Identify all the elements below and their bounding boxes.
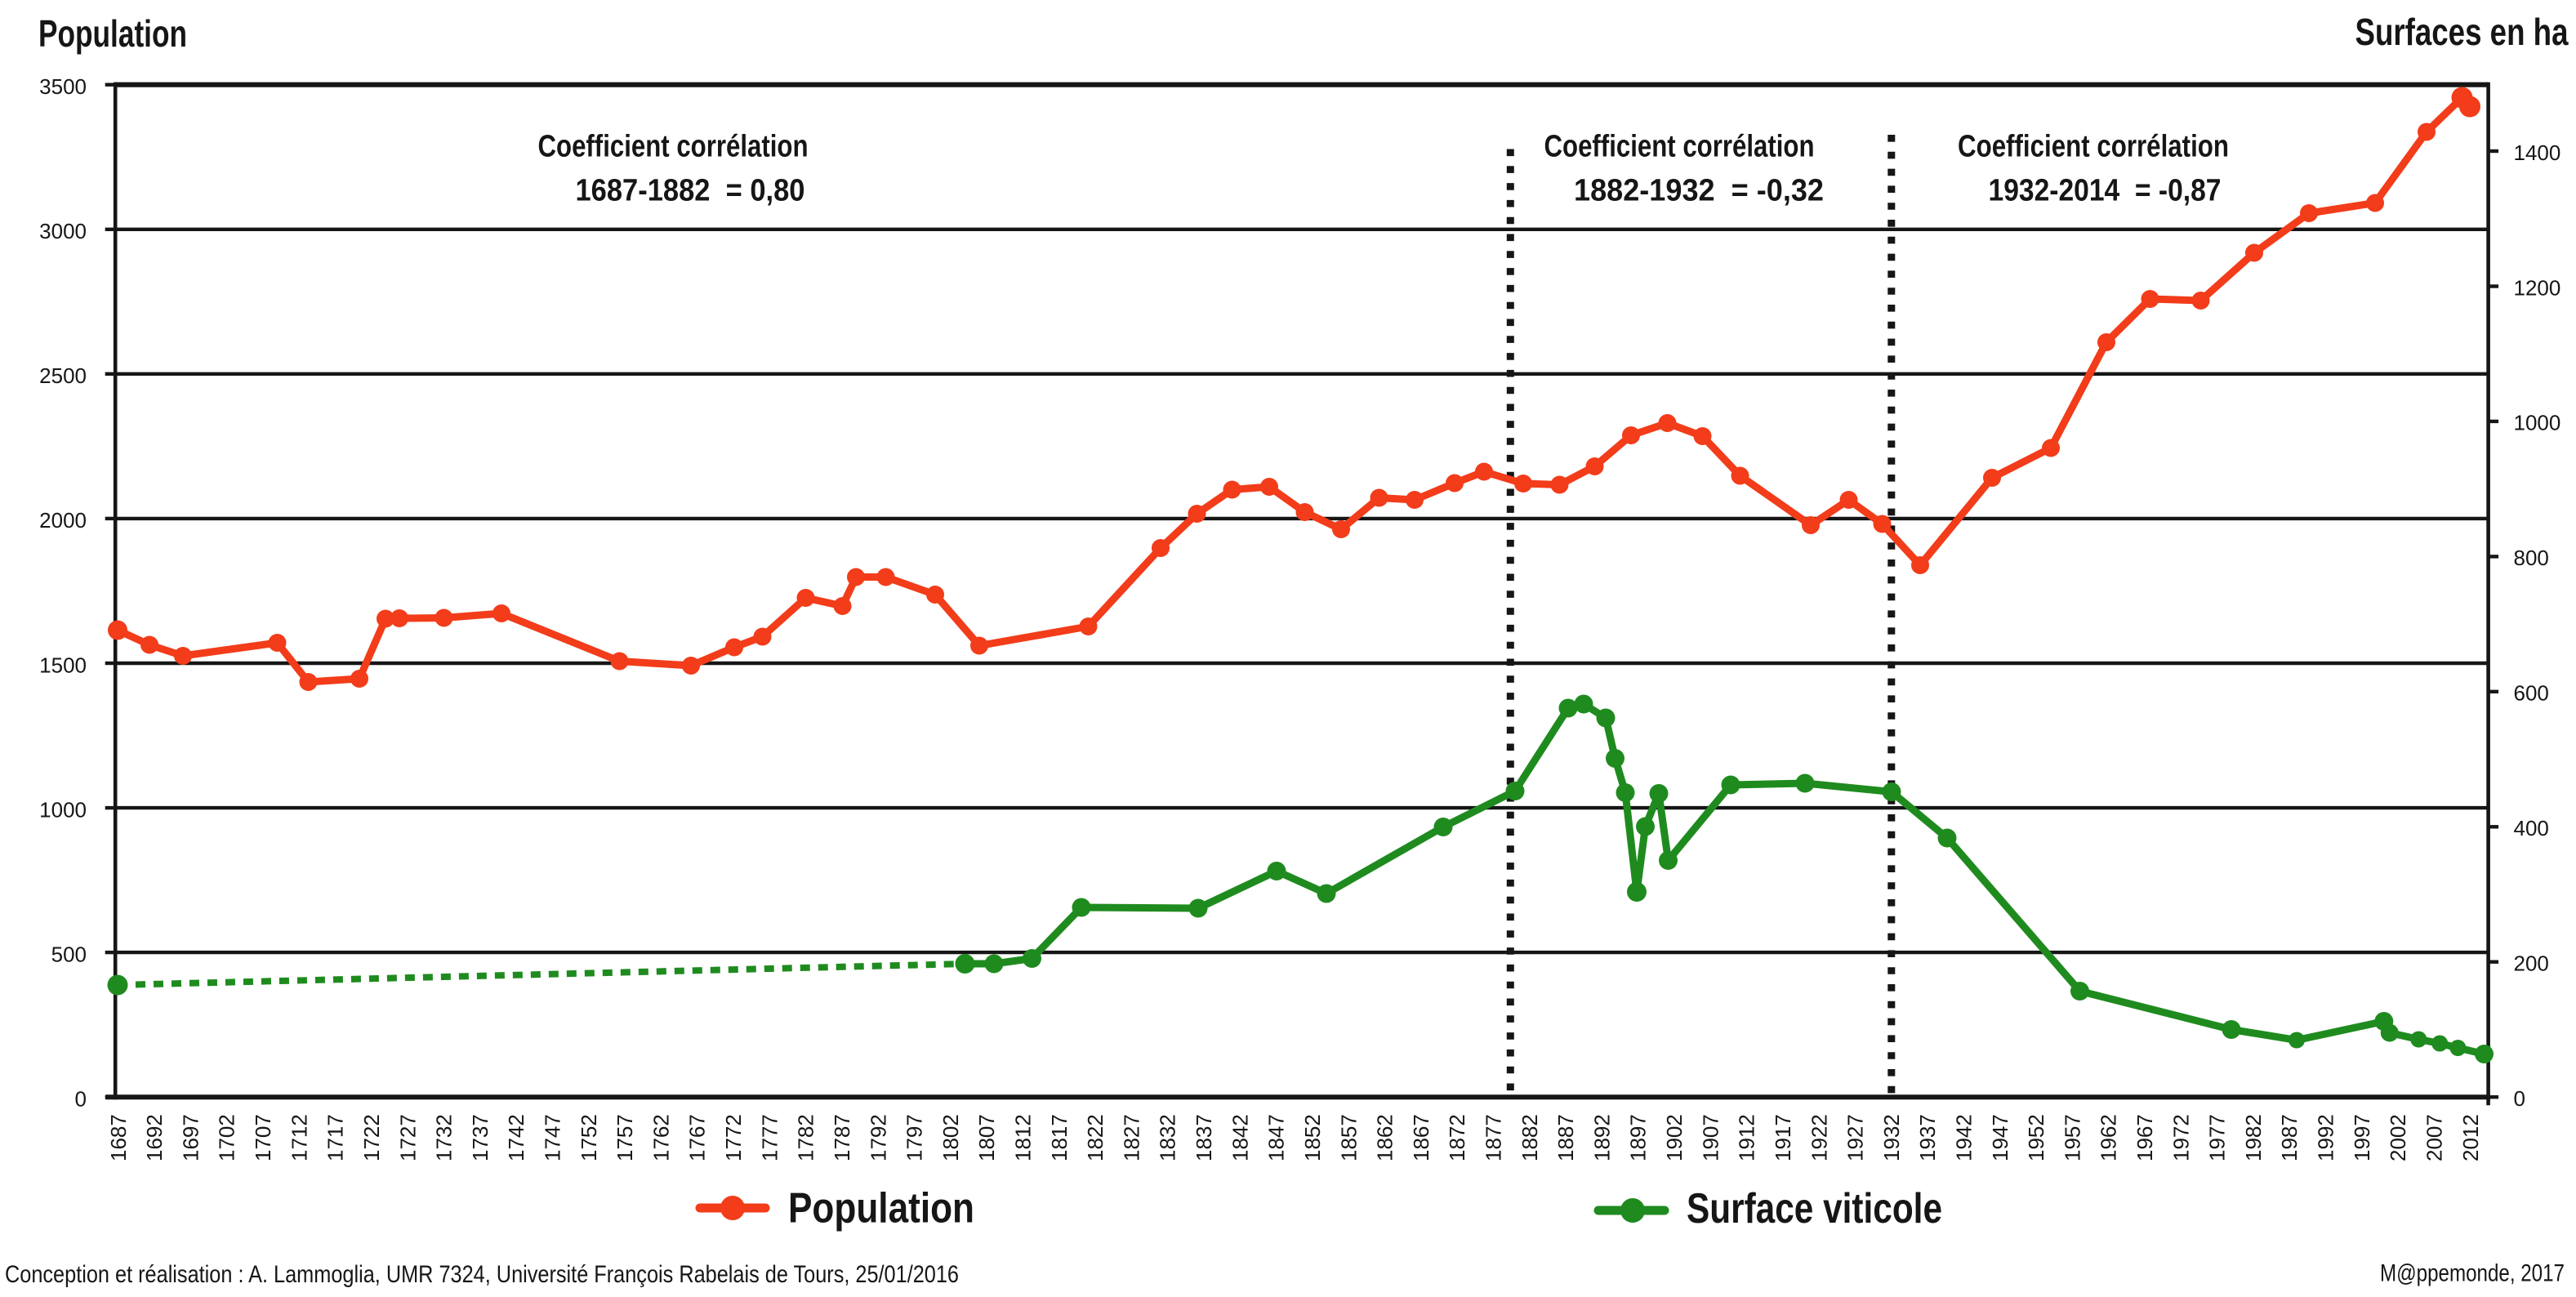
svg-text:1887: 1887 (1553, 1114, 1578, 1161)
svg-text:1732: 1732 (432, 1114, 457, 1161)
svg-text:1962: 1962 (2097, 1114, 2121, 1161)
svg-text:1987: 1987 (2277, 1114, 2302, 1161)
svg-text:1842: 1842 (1228, 1114, 1252, 1161)
svg-text:1862: 1862 (1373, 1114, 1397, 1161)
svg-text:1902: 1902 (1662, 1114, 1687, 1161)
svg-text:1737: 1737 (468, 1114, 492, 1161)
svg-text:1762: 1762 (648, 1114, 673, 1161)
svg-text:1782: 1782 (794, 1114, 818, 1161)
svg-text:500: 500 (51, 942, 87, 966)
svg-text:1752: 1752 (577, 1114, 601, 1161)
svg-text:1767: 1767 (685, 1114, 710, 1161)
svg-text:1807: 1807 (974, 1114, 999, 1161)
svg-text:1777: 1777 (757, 1114, 782, 1161)
svg-text:Conception et réalisation : A.: Conception et réalisation : A. Lammoglia… (5, 1261, 959, 1288)
svg-text:Coefficient corrélation: Coefficient corrélation (1544, 130, 1815, 164)
svg-text:1822: 1822 (1083, 1114, 1108, 1161)
svg-text:0: 0 (2514, 1086, 2525, 1111)
svg-text:800: 800 (2514, 546, 2549, 570)
svg-text:1872: 1872 (1445, 1114, 1469, 1161)
svg-text:200: 200 (2514, 952, 2549, 976)
svg-text:600: 600 (2514, 681, 2549, 706)
svg-text:1922: 1922 (1807, 1114, 1831, 1161)
svg-text:1982: 1982 (2241, 1114, 2266, 1161)
svg-text:1857: 1857 (1336, 1114, 1361, 1161)
svg-text:Population: Population (788, 1185, 974, 1232)
svg-text:1687-1882 = 0,80: 1687-1882 = 0,80 (576, 174, 805, 208)
svg-text:1977: 1977 (2205, 1114, 2230, 1161)
svg-text:1912: 1912 (1735, 1114, 1759, 1161)
svg-text:1742: 1742 (504, 1114, 528, 1161)
svg-text:1837: 1837 (1192, 1114, 1216, 1161)
svg-text:1000: 1000 (2514, 411, 2561, 435)
svg-text:1687: 1687 (106, 1114, 131, 1161)
svg-text:1957: 1957 (2060, 1114, 2084, 1161)
svg-text:Population: Population (38, 12, 187, 55)
svg-text:1897: 1897 (1626, 1114, 1651, 1161)
svg-text:3000: 3000 (39, 219, 87, 243)
svg-text:1787: 1787 (830, 1114, 854, 1161)
svg-text:Surfaces en ha: Surfaces en ha (2355, 11, 2569, 53)
svg-text:1747: 1747 (541, 1114, 565, 1161)
svg-text:1942: 1942 (1952, 1114, 1977, 1161)
svg-text:1702: 1702 (215, 1114, 239, 1161)
svg-text:3500: 3500 (39, 74, 87, 99)
svg-text:1932-2014 = -0,87: 1932-2014 = -0,87 (1989, 174, 2222, 208)
svg-text:1500: 1500 (39, 653, 87, 677)
svg-text:1967: 1967 (2133, 1114, 2157, 1161)
svg-text:1917: 1917 (1771, 1114, 1795, 1161)
svg-text:1817: 1817 (1047, 1114, 1072, 1161)
svg-text:1892: 1892 (1589, 1114, 1614, 1161)
svg-text:1947: 1947 (1988, 1114, 2012, 1161)
svg-text:Coefficient corrélation: Coefficient corrélation (1958, 130, 2229, 164)
svg-text:1992: 1992 (2314, 1114, 2338, 1161)
svg-text:0: 0 (75, 1087, 87, 1112)
svg-text:1692: 1692 (142, 1114, 167, 1161)
svg-text:1952: 1952 (2024, 1114, 2048, 1161)
svg-text:400: 400 (2514, 816, 2549, 840)
svg-text:1997: 1997 (2350, 1114, 2374, 1161)
svg-text:2002: 2002 (2386, 1114, 2410, 1161)
svg-text:1792: 1792 (866, 1114, 890, 1161)
svg-text:1200: 1200 (2514, 275, 2561, 300)
svg-text:1937: 1937 (1915, 1114, 1940, 1161)
svg-text:Surface viticole: Surface viticole (1687, 1185, 1942, 1232)
svg-text:1712: 1712 (287, 1114, 311, 1161)
svg-text:1707: 1707 (251, 1114, 275, 1161)
svg-text:1812: 1812 (1011, 1114, 1036, 1161)
svg-text:M@ppemonde, 2017: M@ppemonde, 2017 (2380, 1260, 2565, 1287)
svg-text:1877: 1877 (1482, 1114, 1506, 1161)
svg-text:1867: 1867 (1409, 1114, 1433, 1161)
svg-text:1757: 1757 (613, 1114, 637, 1161)
svg-text:Coefficient corrélation: Coefficient corrélation (538, 130, 809, 164)
svg-text:1727: 1727 (395, 1114, 420, 1161)
svg-text:2007: 2007 (2422, 1114, 2447, 1161)
svg-text:1802: 1802 (938, 1114, 963, 1161)
svg-text:1717: 1717 (323, 1114, 348, 1161)
svg-text:1882: 1882 (1518, 1114, 1542, 1161)
svg-text:2000: 2000 (39, 508, 87, 533)
svg-text:1932: 1932 (1879, 1114, 1904, 1161)
svg-text:2012: 2012 (2458, 1114, 2483, 1161)
svg-text:1927: 1927 (1843, 1114, 1868, 1161)
svg-text:1722: 1722 (359, 1114, 384, 1161)
svg-text:1882-1932 = -0,32: 1882-1932 = -0,32 (1574, 174, 1824, 208)
svg-text:2500: 2500 (39, 363, 87, 388)
svg-text:1000: 1000 (39, 797, 87, 822)
svg-text:1772: 1772 (721, 1114, 746, 1161)
svg-text:1972: 1972 (2168, 1114, 2193, 1161)
svg-text:1797: 1797 (902, 1114, 927, 1161)
svg-text:1852: 1852 (1300, 1114, 1325, 1161)
svg-text:1907: 1907 (1698, 1114, 1723, 1161)
svg-text:1847: 1847 (1264, 1114, 1289, 1161)
svg-text:1697: 1697 (178, 1114, 203, 1161)
svg-text:1400: 1400 (2514, 140, 2561, 165)
svg-text:1827: 1827 (1119, 1114, 1143, 1161)
svg-text:1832: 1832 (1156, 1114, 1180, 1161)
